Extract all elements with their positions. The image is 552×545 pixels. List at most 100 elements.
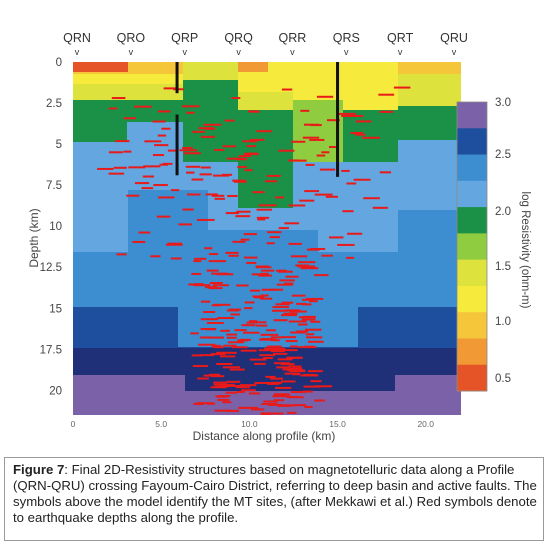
earthquake-mark — [229, 368, 245, 371]
colorbar-swatch — [457, 285, 487, 313]
colorbar-swatch — [457, 207, 487, 234]
earthquake-mark — [328, 146, 339, 149]
earthquake-mark — [219, 355, 236, 358]
earthquake-mark — [303, 123, 320, 126]
y-tick-label: 7.5 — [46, 180, 62, 192]
earthquake-mark — [249, 110, 260, 113]
earthquake-mark — [342, 210, 354, 213]
earthquake-mark — [191, 272, 202, 275]
colorbar-tick-label: 2.5 — [495, 149, 511, 161]
earthquake-symbols — [97, 86, 411, 415]
earthquake-mark — [235, 386, 251, 389]
earthquake-mark — [284, 372, 300, 375]
x-axis-label: Distance along profile (km) — [193, 429, 336, 443]
earthquake-mark — [297, 265, 316, 268]
figure-caption-box: Figure 7: Final 2D-Resistivity structure… — [4, 457, 544, 541]
site-marker: v — [129, 47, 134, 57]
earthquake-mark — [191, 354, 203, 357]
earthquake-mark — [270, 336, 283, 339]
y-axis-label: Depth (km) — [27, 208, 41, 267]
basin-block — [398, 62, 461, 74]
basin-block — [238, 92, 293, 110]
earthquake-mark — [235, 215, 251, 218]
earthquake-mark — [348, 114, 364, 117]
earthquake-mark — [301, 303, 312, 306]
colorbar-swatch — [457, 259, 487, 287]
earthquake-mark — [240, 349, 257, 352]
earthquake-mark — [243, 406, 258, 409]
colorbar-swatch — [457, 180, 487, 208]
earthquake-mark — [157, 110, 171, 113]
earthquake-mark — [170, 257, 182, 260]
colorbar-swatch — [457, 128, 487, 156]
earthquake-mark — [252, 191, 265, 194]
y-tick-label: 2.5 — [46, 98, 62, 110]
earthquake-mark — [304, 328, 322, 331]
earthquake-mark — [224, 119, 235, 122]
earthquake-mark — [272, 352, 288, 355]
earthquake-mark — [310, 320, 321, 323]
earthquake-mark — [308, 370, 323, 373]
earthquake-mark — [307, 340, 324, 343]
earthquake-mark — [239, 338, 251, 341]
site-label: QRT — [387, 31, 414, 45]
basin-block — [398, 74, 461, 106]
earthquake-mark — [250, 138, 265, 141]
earthquake-mark — [192, 365, 209, 368]
earthquake-mark — [223, 344, 237, 347]
earthquake-mark — [231, 97, 241, 100]
site-label: QRP — [171, 31, 198, 45]
earthquake-mark — [281, 404, 298, 407]
earthquake-mark — [141, 187, 154, 190]
earthquake-mark — [239, 384, 257, 387]
earthquake-mark — [314, 274, 329, 277]
earthquake-mark — [192, 130, 206, 133]
earthquake-mark — [288, 159, 300, 162]
earthquake-mark — [271, 309, 289, 312]
earthquake-mark — [285, 309, 301, 312]
site-marker: v — [344, 47, 349, 57]
colorbar-swatch — [457, 338, 487, 366]
earthquake-mark — [208, 253, 219, 256]
earthquake-mark — [246, 321, 258, 324]
earthquake-mark — [251, 273, 268, 276]
y-tick-label: 17.5 — [40, 344, 62, 356]
earthquake-mark — [314, 385, 333, 388]
earthquake-mark — [263, 357, 273, 360]
earthquake-mark — [346, 256, 355, 259]
mt-sites: QRN v QRO v QRP v QRQ v QRR v QRS v QRT v QRU v — [63, 31, 468, 57]
earthquake-mark — [316, 154, 326, 157]
earthquake-mark — [281, 336, 296, 339]
earthquake-mark — [108, 151, 123, 154]
earthquake-mark — [256, 266, 272, 269]
colorbar-tick-label: 1.5 — [495, 261, 511, 273]
earthquake-mark — [111, 97, 126, 100]
earthquake-mark — [243, 153, 259, 156]
earthquake-mark — [213, 383, 227, 386]
earthquake-mark — [249, 320, 258, 323]
earthquake-mark — [266, 174, 281, 177]
earthquake-mark — [217, 317, 235, 320]
earthquake-mark — [353, 178, 371, 181]
site-label: QRO — [117, 31, 146, 45]
earthquake-mark — [186, 111, 195, 114]
earthquake-mark — [249, 358, 267, 361]
earthquake-mark — [252, 295, 263, 298]
earthquake-mark — [222, 366, 241, 369]
colorbar-tick-label: 3.0 — [495, 97, 511, 109]
earthquake-mark — [300, 267, 319, 270]
x-tick-label: 5.0 — [155, 419, 167, 429]
earthquake-mark — [363, 197, 380, 200]
earthquake-mark — [211, 194, 225, 197]
earthquake-mark — [153, 184, 168, 187]
colorbar-tick-label: 0.5 — [495, 373, 511, 385]
earthquake-mark — [280, 363, 295, 366]
colorbar-tick-labels: 3.0 2.5 2.0 1.5 1.0 0.5 — [495, 97, 511, 385]
site-label: QRU — [440, 31, 468, 45]
earthquake-mark — [228, 384, 246, 387]
colorbar-swatch — [457, 102, 487, 129]
colorbar — [456, 101, 488, 392]
earthquake-mark — [289, 310, 307, 313]
earthquake-mark — [261, 269, 275, 272]
earthquake-mark — [211, 375, 225, 378]
